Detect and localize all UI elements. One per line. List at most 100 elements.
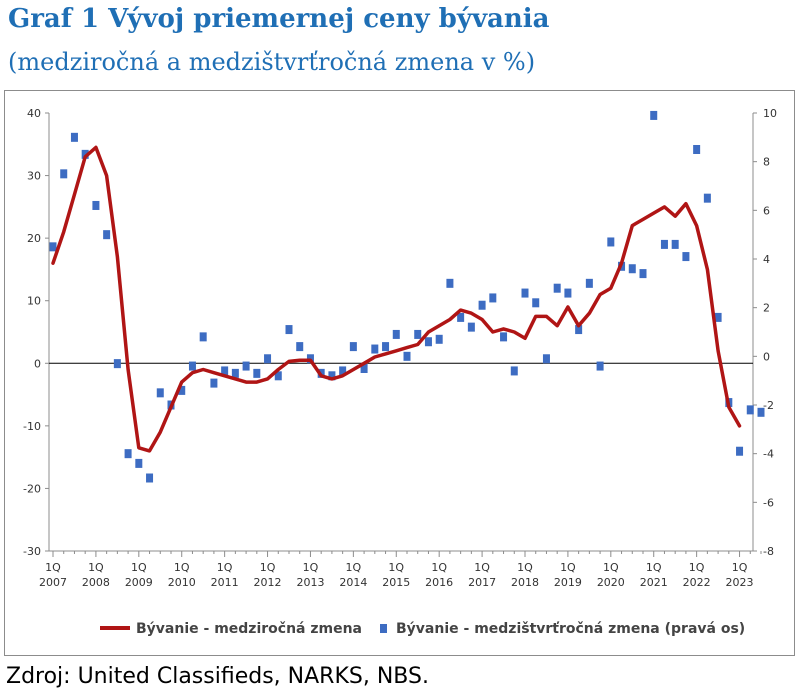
x-tick-label-quarter: 1Q	[346, 561, 362, 574]
right-tick-label: -2	[763, 399, 774, 412]
x-tick-label-year: 2022	[683, 576, 711, 589]
scatter-point	[532, 298, 540, 308]
scatter-point	[199, 332, 207, 342]
x-tick-label-year: 2014	[339, 576, 367, 589]
legend-label-scatter: Bývanie - medzištvrťročná zmena (pravá o…	[396, 621, 745, 637]
scatter-point	[596, 361, 604, 371]
x-tick-label-quarter: 1Q	[260, 561, 276, 574]
left-tick-label: 10	[27, 295, 41, 308]
left-tick-label: 20	[27, 232, 41, 245]
x-tick-label-year: 2013	[296, 576, 324, 589]
scatter-point	[746, 405, 754, 415]
scatter-point	[113, 359, 121, 369]
scatter-point	[703, 193, 711, 203]
scatter-point	[339, 366, 347, 376]
scatter-point	[757, 407, 765, 417]
scatter-point	[564, 288, 572, 298]
scatter-point	[510, 366, 518, 376]
right-tick-label: 6	[763, 204, 770, 217]
scatter-point	[156, 388, 164, 398]
left-tick-label: -10	[23, 420, 41, 433]
scatter-point	[49, 242, 57, 252]
scatter-point	[178, 385, 186, 395]
x-tick-label-quarter: 1Q	[174, 561, 190, 574]
chart-svg: 403020100-10-20-301086420-2-4-6-81Q20071…	[23, 107, 777, 637]
chart-subtitle: (medziročná a medzištvrťročná zmena v %)	[8, 48, 536, 76]
scatter-point	[403, 351, 411, 361]
scatter-point	[349, 342, 357, 352]
scatter-point	[628, 264, 636, 274]
x-tick-label-quarter: 1Q	[517, 561, 533, 574]
x-tick-label-year: 2009	[125, 576, 153, 589]
scatter-series-layer	[49, 110, 765, 483]
right-tick-label: 4	[763, 253, 770, 266]
x-tick-label-quarter: 1Q	[217, 561, 233, 574]
left-tick-label: 40	[27, 107, 41, 120]
scatter-point	[478, 300, 486, 310]
left-tick-label: 30	[27, 170, 41, 183]
chart-title: Graf 1 Vývoj priemernej ceny bývania	[8, 4, 550, 34]
scatter-point	[328, 371, 336, 381]
scatter-point	[682, 252, 690, 262]
scatter-point	[242, 361, 250, 371]
scatter-point	[274, 371, 282, 381]
right-tick-label: 8	[763, 156, 770, 169]
right-tick-label: -8	[763, 545, 774, 558]
x-tick-label-quarter: 1Q	[560, 561, 576, 574]
scatter-point	[489, 293, 497, 303]
scatter-point	[585, 278, 593, 288]
x-tick-label-quarter: 1Q	[88, 561, 104, 574]
scatter-point	[264, 354, 272, 364]
scatter-point	[650, 110, 658, 120]
scatter-point	[521, 288, 529, 298]
x-tick-label-quarter: 1Q	[131, 561, 147, 574]
right-tick-label: 10	[763, 107, 777, 120]
x-tick-label-year: 2017	[468, 576, 496, 589]
scatter-point	[103, 230, 111, 240]
scatter-point	[542, 354, 550, 364]
x-tick-label-quarter: 1Q	[603, 561, 619, 574]
axes-layer: 403020100-10-20-301086420-2-4-6-81Q20071…	[23, 107, 777, 589]
right-tick-label: 0	[763, 350, 770, 363]
scatter-point	[424, 337, 432, 347]
scatter-point	[457, 312, 465, 322]
x-tick-label-quarter: 1Q	[45, 561, 61, 574]
scatter-point	[360, 364, 368, 373]
scatter-point	[414, 329, 422, 339]
x-tick-label-quarter: 1Q	[689, 561, 705, 574]
x-tick-label-quarter: 1Q	[431, 561, 447, 574]
scatter-point	[135, 458, 143, 468]
scatter-point	[296, 342, 304, 352]
scatter-point	[671, 239, 679, 249]
x-tick-label-quarter: 1Q	[303, 561, 319, 574]
x-tick-label-year: 2008	[82, 576, 110, 589]
scatter-point	[70, 132, 78, 142]
scatter-point	[639, 269, 647, 279]
right-tick-label: -4	[763, 448, 774, 461]
legend-label-line: Bývanie - medziročná zmena	[136, 621, 362, 637]
x-tick-label-year: 2011	[211, 576, 239, 589]
scatter-point	[446, 278, 454, 288]
chart-frame: 40 30 20 10 0 -10 -20 -30 10 8 6 4 2 0 -2 -4 -6 -8 1Q 2007 1…	[4, 90, 795, 656]
scatter-point	[382, 342, 390, 352]
source-note: Zdroj: United Classifieds, NARKS, NBS.	[6, 664, 429, 689]
scatter-point	[660, 239, 668, 249]
scatter-point	[435, 334, 443, 344]
scatter-point	[467, 322, 475, 332]
x-tick-label-year: 2012	[254, 576, 282, 589]
scatter-point	[714, 312, 722, 322]
x-tick-label-quarter: 1Q	[732, 561, 748, 574]
legend-marker-swatch	[380, 624, 387, 633]
right-tick-label: 2	[763, 302, 770, 315]
legend: Bývanie - medziročná zmena Bývanie - med…	[100, 621, 745, 637]
scatter-point	[253, 368, 261, 378]
x-tick-label-quarter: 1Q	[474, 561, 490, 574]
scatter-point	[210, 378, 218, 388]
left-tick-label: -20	[23, 482, 41, 495]
left-tick-label: -30	[23, 545, 41, 558]
scatter-point	[392, 329, 400, 339]
line-series-path	[51, 145, 742, 453]
scatter-point	[231, 368, 239, 378]
scatter-point	[553, 283, 561, 293]
scatter-point	[285, 325, 293, 335]
